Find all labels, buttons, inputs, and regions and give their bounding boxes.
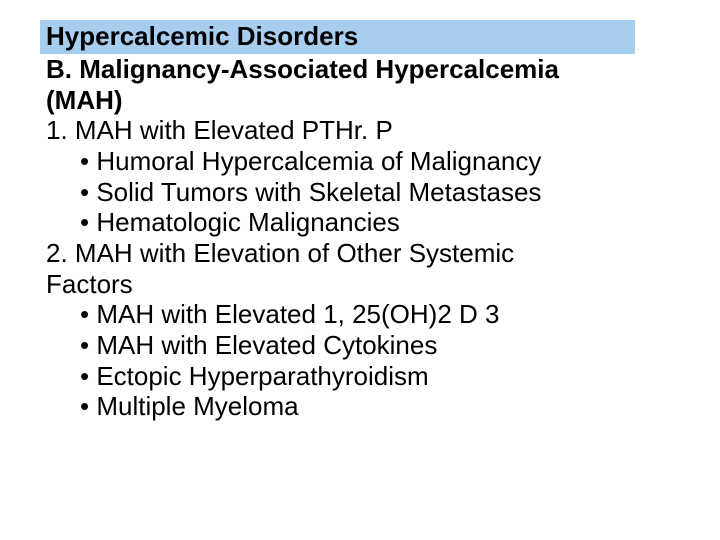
subheading-line-2: (MAH) — [46, 85, 629, 116]
section-1-heading: 1. MAH with Elevated PTHr. P — [46, 115, 629, 146]
section-1-bullet-3: • Hematologic Malignancies — [46, 207, 629, 238]
section-1-bullet-1: • Humoral Hypercalcemia of Malignancy — [46, 146, 629, 177]
slide-title: Hypercalcemic Disorders — [46, 22, 629, 52]
section-2-bullet-2: • MAH with Elevated Cytokines — [46, 330, 629, 361]
section-2-bullet-4: • Multiple Myeloma — [46, 391, 629, 422]
section-2-bullet-1: • MAH with Elevated 1, 25(OH)2 D 3 — [46, 299, 629, 330]
section-2-bullet-3: • Ectopic Hyperparathyroidism — [46, 361, 629, 392]
title-band: Hypercalcemic Disorders — [40, 20, 635, 54]
slide: Hypercalcemic Disorders B. Malignancy-As… — [0, 0, 720, 540]
section-2-heading-line-2: Factors — [46, 269, 629, 300]
subheading-line-1: B. Malignancy-Associated Hypercalcemia — [46, 54, 629, 85]
section-2-heading-line-1: 2. MAH with Elevation of Other Systemic — [46, 238, 629, 269]
slide-body: B. Malignancy-Associated Hypercalcemia (… — [40, 54, 635, 422]
section-1-bullet-2: • Solid Tumors with Skeletal Metastases — [46, 177, 629, 208]
